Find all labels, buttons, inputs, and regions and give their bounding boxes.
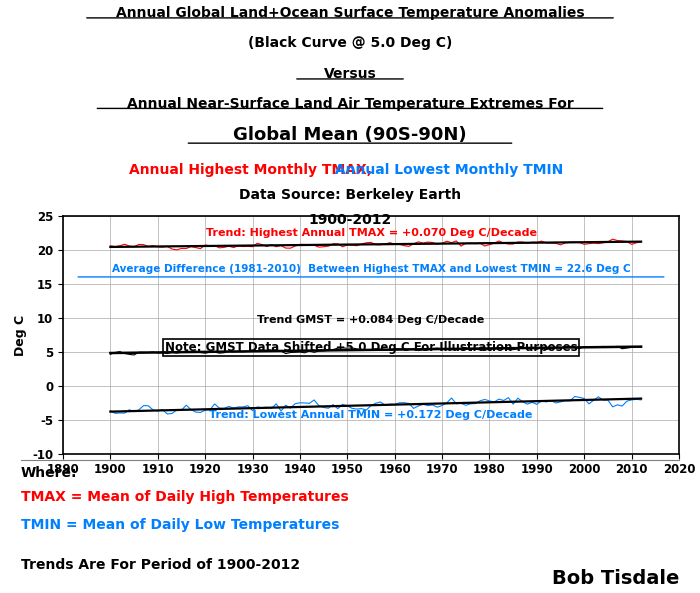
- Text: Note: GMST Data Shifted +5.0 Deg C For Illustration Purposes: Note: GMST Data Shifted +5.0 Deg C For I…: [164, 341, 578, 354]
- Y-axis label: Deg C: Deg C: [13, 314, 27, 356]
- Text: Annual Highest Monthly TMAX,: Annual Highest Monthly TMAX,: [129, 163, 372, 177]
- Text: Annual Lowest Monthly TMIN: Annual Lowest Monthly TMIN: [330, 163, 564, 177]
- Text: Trends Are For Period of 1900-2012: Trends Are For Period of 1900-2012: [21, 559, 300, 572]
- Text: Average Difference (1981-2010)  Between Highest TMAX and Lowest TMIN = 22.6 Deg : Average Difference (1981-2010) Between H…: [112, 264, 630, 274]
- Text: Data Source: Berkeley Earth: Data Source: Berkeley Earth: [239, 189, 461, 202]
- Text: Versus: Versus: [323, 68, 377, 81]
- Text: Global Mean (90S-90N): Global Mean (90S-90N): [233, 126, 467, 144]
- Text: TMIN = Mean of Daily Low Temperatures: TMIN = Mean of Daily Low Temperatures: [21, 518, 340, 533]
- Text: TMAX = Mean of Daily High Temperatures: TMAX = Mean of Daily High Temperatures: [21, 490, 349, 504]
- Text: Trend: Highest Annual TMAX = +0.070 Deg C/Decade: Trend: Highest Annual TMAX = +0.070 Deg …: [206, 228, 536, 238]
- Text: Annual Global Land+Ocean Surface Temperature Anomalies: Annual Global Land+Ocean Surface Tempera…: [116, 7, 584, 20]
- Text: Where:: Where:: [21, 466, 78, 480]
- Text: Annual Near-Surface Land Air Temperature Extremes For: Annual Near-Surface Land Air Temperature…: [127, 97, 573, 111]
- Text: Bob Tisdale: Bob Tisdale: [552, 569, 679, 588]
- Text: (Black Curve @ 5.0 Deg C): (Black Curve @ 5.0 Deg C): [248, 36, 452, 50]
- Text: Trend GMST = +0.084 Deg C/Decade: Trend GMST = +0.084 Deg C/Decade: [258, 315, 484, 325]
- Text: 1900-2012: 1900-2012: [309, 213, 391, 227]
- Text: Trend: Lowest Annual TMIN = +0.172 Deg C/Decade: Trend: Lowest Annual TMIN = +0.172 Deg C…: [209, 410, 533, 420]
